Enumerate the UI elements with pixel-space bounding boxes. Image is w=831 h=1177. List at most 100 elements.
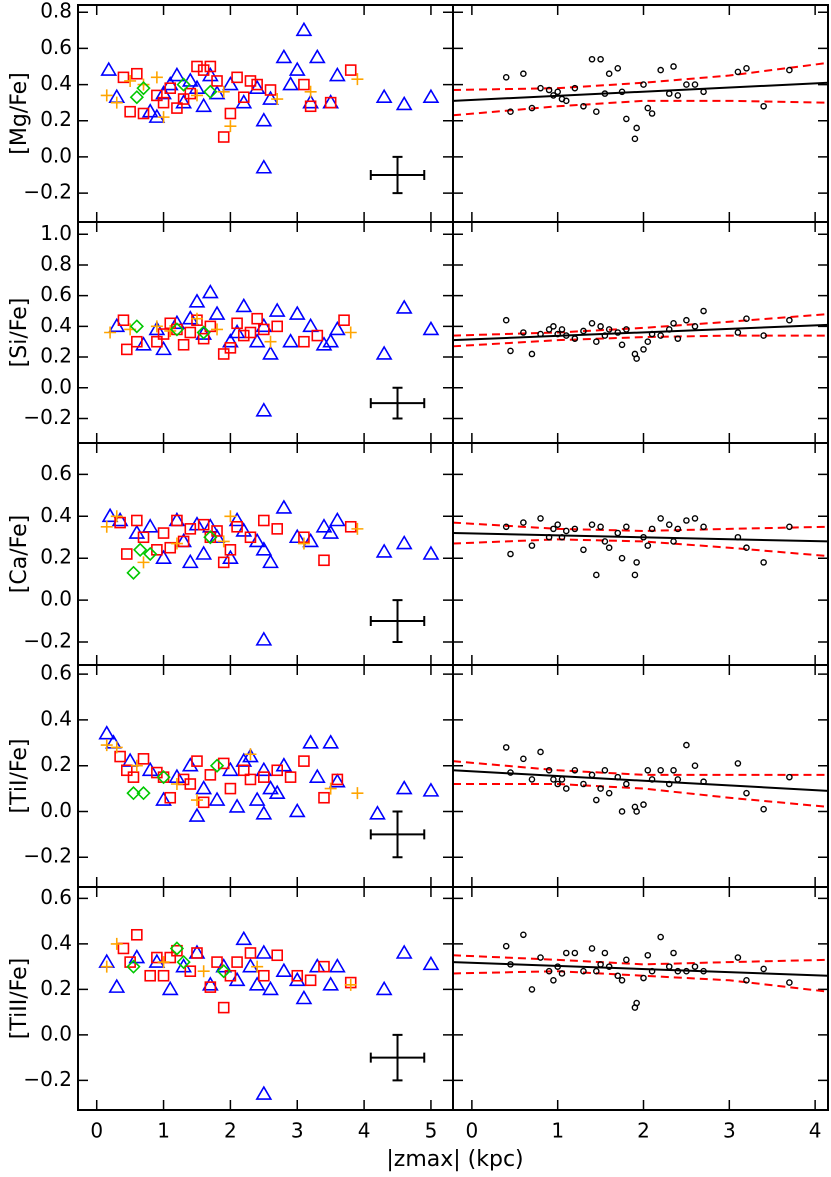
square-point — [151, 335, 163, 348]
triangle-point — [248, 532, 266, 548]
fit-line — [452, 81, 829, 102]
y-tick-label: 0.8 — [40, 251, 72, 275]
circle-point — [734, 954, 742, 961]
triangle-point — [288, 528, 306, 544]
x-tick-label: 4 — [809, 1119, 822, 1143]
square-point — [114, 516, 126, 529]
circle-point — [700, 88, 707, 96]
triangle-point — [201, 976, 219, 991]
triangle-point — [242, 958, 259, 973]
square-point — [171, 514, 183, 527]
square-point — [231, 317, 243, 330]
circle-point — [665, 780, 673, 788]
circle-point — [743, 976, 750, 984]
circle-point — [644, 766, 652, 774]
circle-point — [640, 974, 647, 982]
square-point — [117, 71, 130, 84]
y-tick-label: −0.2 — [23, 1067, 72, 1091]
circle-point — [601, 949, 609, 957]
y-tick-label: 0.6 — [40, 282, 72, 306]
diamond-point — [176, 77, 191, 92]
circle-point — [537, 515, 544, 522]
triangle-point — [195, 780, 213, 795]
circle-point — [700, 778, 707, 786]
plus-point — [104, 326, 117, 339]
plus-point — [100, 960, 113, 973]
triangle-point — [228, 971, 246, 987]
circle-point — [618, 88, 626, 96]
y-tick-label: 0.4 — [40, 313, 72, 337]
confidence-band — [453, 783, 829, 808]
panel-frame — [452, 886, 829, 1111]
circle-point — [648, 525, 656, 533]
square-point — [298, 755, 310, 767]
square-point — [131, 335, 143, 348]
triangle-point — [255, 805, 273, 820]
diamond-point — [209, 758, 225, 773]
circle-point — [633, 999, 640, 1007]
triangle-point — [262, 553, 279, 569]
plus-point — [344, 978, 357, 991]
circle-point — [657, 66, 664, 74]
plus-point — [217, 85, 230, 98]
triangle-point — [262, 780, 279, 795]
plus-point — [130, 759, 143, 772]
y-tick-label: 0.6 — [40, 885, 72, 909]
plus-point — [110, 741, 123, 754]
triangle-point — [308, 48, 326, 64]
triangle-point — [235, 297, 253, 313]
circle-point — [674, 776, 682, 783]
triangle-point — [395, 95, 413, 111]
plus-point — [100, 739, 113, 752]
circle-point — [597, 323, 604, 330]
circle-point — [520, 329, 527, 336]
square-point — [237, 91, 250, 104]
triangle-point — [422, 955, 440, 971]
circle-point — [554, 963, 561, 970]
circle-point — [743, 544, 750, 552]
square-point — [251, 78, 263, 91]
square-point — [217, 1001, 230, 1014]
square-point — [211, 75, 223, 87]
circle-point — [571, 766, 579, 774]
plus-point — [100, 520, 113, 533]
circle-point — [545, 86, 553, 94]
plus-point — [244, 748, 257, 761]
plus-point — [271, 93, 284, 106]
triangle-point — [255, 761, 273, 777]
triangle-point — [255, 541, 273, 556]
circle-point — [674, 525, 682, 533]
triangle-point — [375, 345, 393, 360]
fit-line — [452, 769, 829, 792]
x-tick-label: 2 — [224, 1119, 237, 1143]
square-point — [224, 107, 237, 120]
plus-point — [304, 85, 317, 98]
circle-point — [593, 796, 600, 804]
plus-point — [137, 556, 150, 569]
plus-point — [224, 510, 237, 523]
circle-point — [760, 102, 767, 110]
square-point — [127, 771, 140, 783]
circle-point — [674, 92, 682, 99]
square-point — [237, 764, 250, 777]
confidence-band — [452, 521, 829, 532]
circle-point — [545, 967, 553, 975]
square-point — [177, 535, 190, 548]
triangle-point — [302, 317, 320, 333]
circle-point — [640, 801, 647, 808]
x-tick-label: 3 — [291, 1119, 304, 1143]
circle-point — [633, 808, 640, 815]
triangle-point — [195, 545, 213, 560]
circle-point — [631, 571, 639, 579]
square-point — [197, 518, 210, 531]
circle-point — [670, 319, 677, 327]
triangle-point — [282, 333, 299, 348]
y-tick-label: 0.4 — [40, 71, 72, 95]
plus-point — [164, 324, 177, 337]
square-point — [224, 544, 237, 556]
square-point — [271, 949, 283, 962]
y-tick-label: 0.6 — [40, 461, 72, 485]
circle-point — [633, 355, 640, 362]
circle-point — [537, 748, 544, 756]
circle-point — [674, 967, 682, 975]
